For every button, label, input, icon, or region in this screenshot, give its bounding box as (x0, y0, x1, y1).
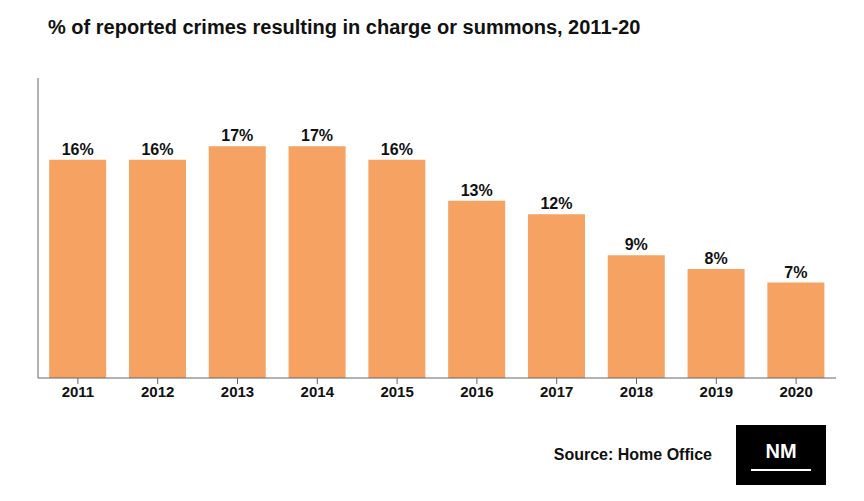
svg-text:2017: 2017 (540, 383, 573, 400)
svg-text:8%: 8% (705, 250, 728, 267)
svg-text:7%: 7% (784, 264, 807, 281)
svg-text:16%: 16% (141, 141, 173, 158)
svg-text:2012: 2012 (141, 383, 174, 400)
svg-text:2019: 2019 (700, 383, 733, 400)
svg-text:17%: 17% (221, 127, 253, 144)
svg-text:2015: 2015 (380, 383, 413, 400)
svg-text:12%: 12% (540, 195, 572, 212)
svg-text:16%: 16% (381, 141, 413, 158)
svg-text:2016: 2016 (460, 383, 493, 400)
html-text:% of reported crimes resulting: % of reported crimes resulting in charge… (48, 16, 641, 38)
svg-text:13%: 13% (461, 182, 493, 199)
html-text:Source: Home Office: Source: Home Office (553, 446, 712, 463)
svg-text:2011: 2011 (62, 383, 95, 400)
svg-text:2013: 2013 (221, 383, 254, 400)
svg-text:2018: 2018 (620, 383, 653, 400)
svg-text:2014: 2014 (301, 383, 335, 400)
html-text:NM: NM (765, 439, 797, 462)
svg-text:16%: 16% (62, 141, 94, 158)
svg-text:2020: 2020 (779, 383, 812, 400)
svg-text:9%: 9% (625, 236, 648, 253)
svg-text:17%: 17% (301, 127, 333, 144)
